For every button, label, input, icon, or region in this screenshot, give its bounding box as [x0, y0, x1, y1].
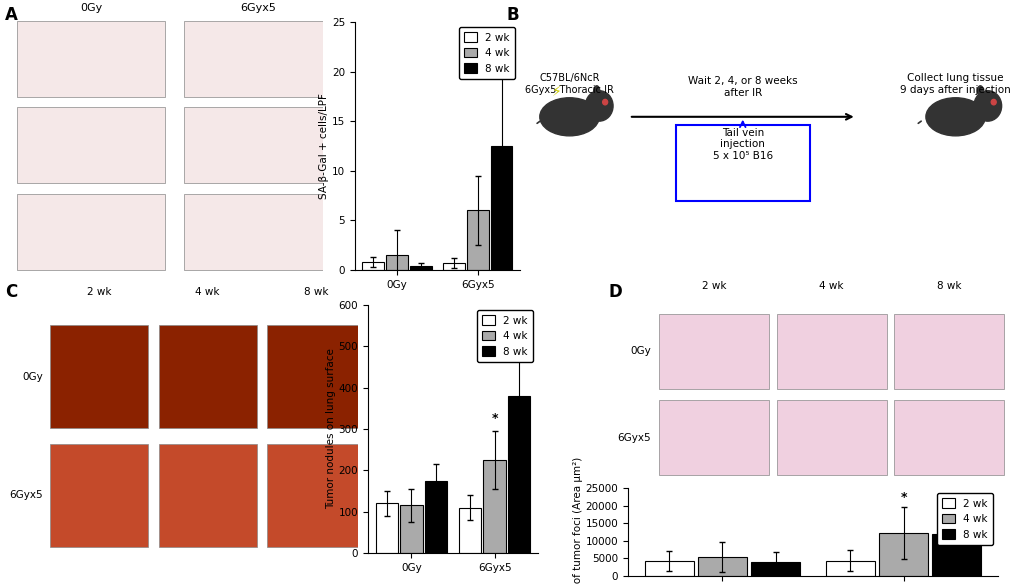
- Bar: [931, 534, 980, 576]
- Bar: [184, 20, 332, 96]
- Legend: 2 wk, 4 wk, 8 wk: 2 wk, 4 wk, 8 wk: [477, 310, 532, 361]
- Bar: [894, 314, 1003, 389]
- Bar: [362, 262, 384, 270]
- Bar: [459, 507, 481, 553]
- Text: *: *: [498, 43, 504, 55]
- Y-axis label: Size of tumor foci (Area μm²): Size of tumor foci (Area μm²): [573, 456, 582, 584]
- Ellipse shape: [925, 98, 984, 136]
- Bar: [184, 107, 332, 183]
- Bar: [644, 561, 693, 576]
- Text: *: *: [953, 501, 959, 514]
- Bar: [158, 444, 256, 547]
- Text: A: A: [5, 6, 18, 24]
- Bar: [267, 444, 365, 547]
- Bar: [267, 325, 365, 429]
- Text: 4 wk: 4 wk: [195, 287, 219, 297]
- Text: C57BL/6NcR
6Gyx5 Thoracic IR: C57BL/6NcR 6Gyx5 Thoracic IR: [525, 73, 613, 95]
- Text: 6Gyx5: 6Gyx5: [618, 433, 651, 443]
- Bar: [158, 325, 256, 429]
- Bar: [658, 400, 768, 475]
- Text: C: C: [5, 283, 17, 301]
- Ellipse shape: [539, 98, 598, 136]
- Bar: [17, 193, 165, 270]
- Bar: [184, 193, 332, 270]
- Text: 6Gyx5: 6Gyx5: [240, 3, 276, 13]
- Bar: [776, 314, 886, 389]
- Circle shape: [973, 91, 1001, 121]
- Bar: [386, 255, 408, 270]
- Bar: [375, 503, 397, 553]
- Legend: 2 wk, 4 wk, 8 wk: 2 wk, 4 wk, 8 wk: [459, 27, 515, 79]
- Bar: [17, 107, 165, 183]
- Text: *: *: [900, 492, 906, 505]
- Bar: [50, 325, 148, 429]
- Text: Collect lung tissue
9 days after injection: Collect lung tissue 9 days after injecti…: [900, 73, 1010, 95]
- Bar: [50, 444, 148, 547]
- Text: D: D: [608, 283, 622, 301]
- Circle shape: [585, 91, 612, 121]
- Text: 6Gyx5: 6Gyx5: [9, 491, 43, 500]
- FancyBboxPatch shape: [676, 125, 809, 201]
- Bar: [467, 210, 488, 270]
- Text: Tail vein
injection
5 x 10⁵ B16: Tail vein injection 5 x 10⁵ B16: [712, 128, 772, 161]
- Bar: [507, 396, 530, 553]
- Text: 8 wk: 8 wk: [936, 281, 961, 291]
- Circle shape: [990, 99, 996, 105]
- Bar: [825, 561, 874, 576]
- Ellipse shape: [976, 86, 982, 96]
- Circle shape: [602, 99, 607, 105]
- Text: 4 wk: 4 wk: [818, 281, 843, 291]
- Bar: [424, 481, 446, 553]
- Text: 0Gy: 0Gy: [630, 346, 651, 356]
- Text: *: *: [516, 323, 522, 336]
- Text: Wait 2, 4, or 8 weeks
after IR: Wait 2, 4, or 8 weeks after IR: [687, 76, 797, 98]
- Bar: [410, 266, 431, 270]
- Text: B: B: [506, 6, 519, 24]
- Ellipse shape: [593, 86, 599, 96]
- Bar: [658, 314, 768, 389]
- Bar: [17, 20, 165, 96]
- Y-axis label: Tumor nodules on lung surface: Tumor nodules on lung surface: [325, 349, 335, 509]
- Text: 0Gy: 0Gy: [81, 3, 103, 13]
- Bar: [697, 557, 746, 576]
- Text: *: *: [491, 412, 497, 425]
- Bar: [483, 460, 505, 553]
- Text: 0Gy: 0Gy: [22, 372, 43, 382]
- Bar: [443, 263, 465, 270]
- Text: 8 wk: 8 wk: [304, 287, 328, 297]
- Text: 2 wk: 2 wk: [701, 281, 726, 291]
- Legend: 2 wk, 4 wk, 8 wk: 2 wk, 4 wk, 8 wk: [936, 493, 991, 545]
- Bar: [776, 400, 886, 475]
- Bar: [894, 400, 1003, 475]
- Bar: [490, 146, 512, 270]
- Bar: [878, 533, 927, 576]
- Text: 2 wk: 2 wk: [87, 287, 111, 297]
- Bar: [750, 562, 799, 576]
- Bar: [399, 506, 422, 553]
- Text: ⚡: ⚡: [551, 85, 561, 99]
- Y-axis label: SA-β-Gal + cells/LPF: SA-β-Gal + cells/LPF: [319, 93, 329, 199]
